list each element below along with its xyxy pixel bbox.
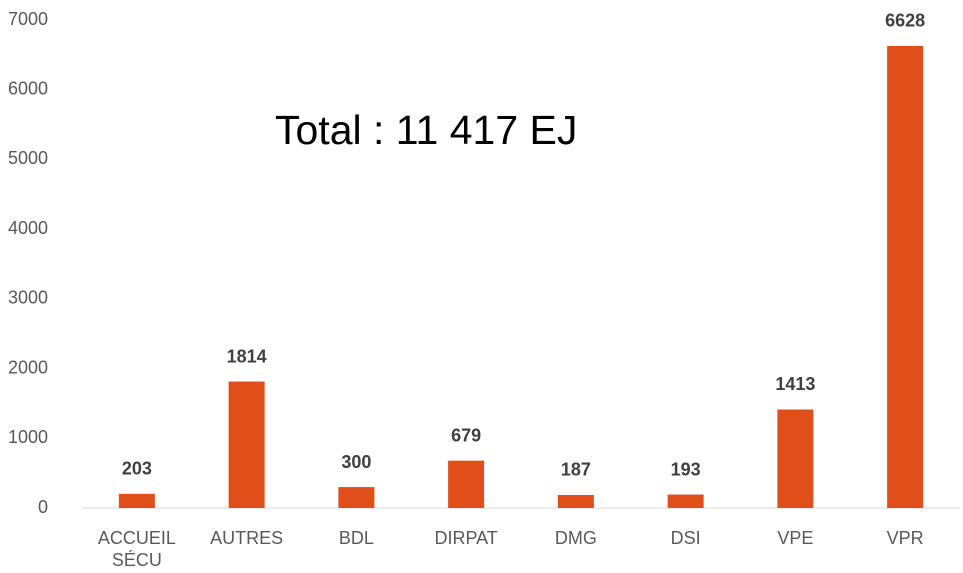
x-tick-label: DMG (554, 528, 597, 548)
x-tick-label: VPE (777, 528, 814, 548)
x-tick-label: BDL (338, 528, 374, 548)
x-tick-label: AUTRES (210, 528, 284, 548)
bar (118, 493, 155, 508)
bar (887, 45, 924, 508)
y-tick-label: 6000 (8, 78, 48, 98)
y-tick-label: 3000 (8, 288, 48, 308)
data-label: 6628 (885, 11, 925, 31)
bar (338, 487, 375, 508)
bar (228, 381, 265, 508)
data-label: 193 (671, 459, 701, 479)
y-tick-label: 2000 (8, 357, 48, 377)
bar (777, 409, 814, 508)
annotation: Total : 11 417 EJ (275, 107, 577, 153)
bar (448, 460, 485, 508)
y-tick-label: 7000 (8, 9, 48, 29)
data-label: 679 (451, 425, 481, 445)
x-tick-label: DIRPAT (434, 528, 498, 548)
bar (667, 494, 704, 508)
x-tick-label: VPR (886, 528, 924, 548)
y-tick-label: 0 (38, 497, 48, 517)
y-tick-label: 4000 (8, 218, 48, 238)
data-label: 300 (341, 452, 371, 472)
x-tick-label: ACCUEIL SÉCU (97, 528, 176, 570)
bar (557, 494, 594, 508)
data-label: 203 (122, 459, 152, 479)
data-label: 187 (561, 460, 591, 480)
data-label: 1413 (775, 374, 815, 394)
y-tick-label: 5000 (8, 148, 48, 168)
data-label: 1814 (227, 346, 267, 366)
y-tick-label: 1000 (8, 427, 48, 447)
x-tick-label: DSI (670, 528, 701, 548)
